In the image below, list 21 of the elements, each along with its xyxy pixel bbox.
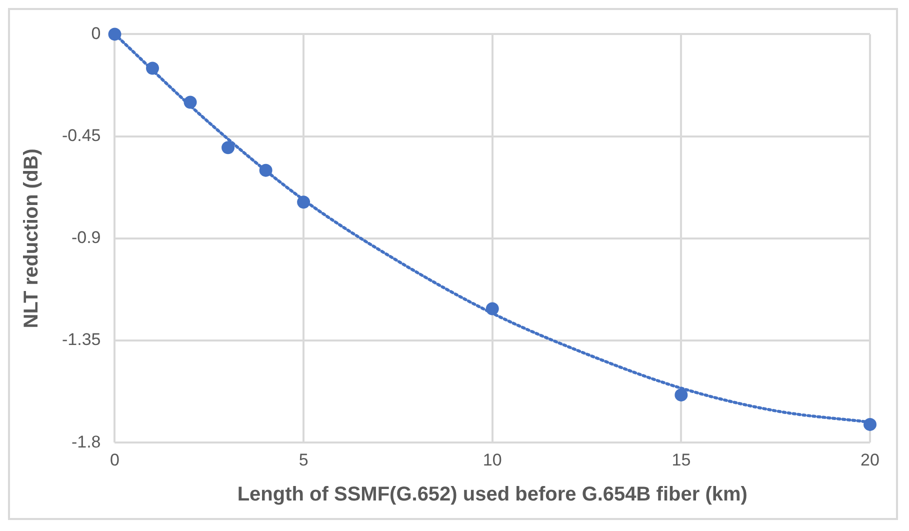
x-tick-label: 10	[482, 450, 502, 470]
x-tick-label: 20	[860, 450, 880, 470]
y-tick-label: -0.9	[71, 228, 101, 248]
point	[297, 196, 310, 209]
x-axis-title: Length of SSMF(G.652) used before G.654B fiber (km)	[237, 484, 748, 506]
point	[674, 388, 688, 402]
point	[222, 141, 235, 154]
y-tick-label: -1.35	[62, 330, 101, 350]
y-tick-label: -0.45	[62, 126, 101, 145]
x-tick-label: 5	[298, 450, 308, 470]
point	[864, 418, 876, 431]
y-tick-label: 0	[91, 24, 101, 43]
point	[259, 164, 272, 177]
x-tick-label: 0	[110, 450, 120, 470]
point	[108, 28, 122, 41]
point	[486, 302, 499, 316]
y-tick-label: -1.8	[71, 432, 101, 452]
y-axis-title: NLT reduction (dB)	[20, 148, 43, 328]
point	[184, 96, 197, 109]
point	[146, 62, 160, 75]
x-tick-label: 15	[672, 450, 691, 470]
